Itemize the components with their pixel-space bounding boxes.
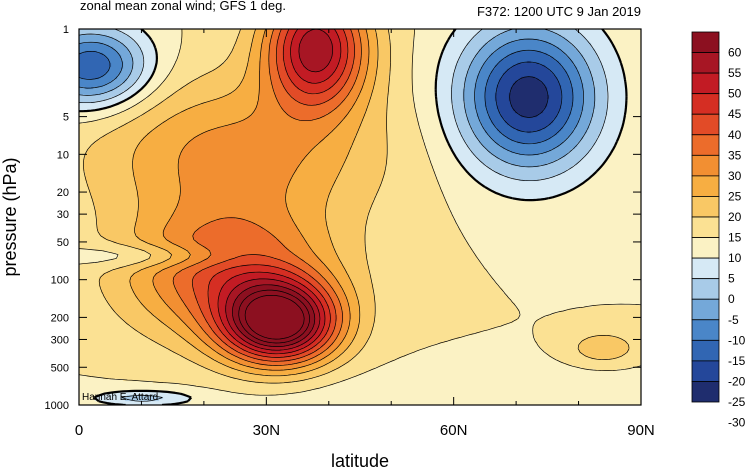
colorbar-label: -25 [728,395,746,409]
colorbar-label: -5 [728,313,739,327]
colorbar-box [691,134,720,156]
contour-neg10 [79,29,596,168]
colorbar-box [691,216,720,238]
contour-55 [238,289,310,344]
colorbar-label: 45 [728,107,742,121]
contour-45 [225,29,333,351]
y-axis-label: pressure (hPa) [0,157,20,276]
contour-neg15 [79,38,584,156]
colorbar-box [691,381,720,403]
colorbar-box [691,278,720,300]
colorbar-box [691,237,720,259]
author-credit: Hannah E. Attard [82,392,158,403]
colorbar-label: 5 [728,272,735,286]
contour-60 [244,294,305,340]
x-axis: 0 30N 60N 90N [75,29,655,439]
colorbar-box [691,72,720,95]
contour-20 [152,29,370,371]
contour-lines [79,29,641,405]
colorbar-label: 0 [728,292,735,306]
wind-shading [79,29,641,405]
x-tick-label: 90N [627,422,655,439]
chart-title-left: zonal mean zonal wind; GFS 1 deg. [80,0,286,13]
colorbar-box [691,93,720,115]
colorbar-label: -15 [728,354,746,368]
y-tick-label: 20 [57,187,69,199]
contour-25 [172,29,362,366]
y-tick-label: 10 [57,149,69,161]
y-tick-label: 500 [51,362,69,374]
chart-title-right: F372: 1200 UTC 9 Jan 2019 [477,4,641,19]
colorbar-box [691,175,720,197]
colorbar-box [691,113,720,136]
contour-35 [207,29,349,358]
contour-0 [79,29,628,405]
colorbar-label: -20 [728,374,746,388]
contour-15 [129,29,379,377]
contour-50 [232,284,316,347]
colorbar-label: 25 [728,189,742,203]
colorbar-box [691,196,720,218]
colorbar-label: -10 [728,333,746,347]
contour-neg20 [79,49,574,145]
y-tick-label: 100 [51,275,69,287]
colorbar-box [691,298,720,321]
x-tick-label: 60N [440,422,468,439]
colorbar-label: 35 [728,148,742,162]
colorbar-label: 55 [728,66,742,80]
colorbar-label: 10 [728,251,742,265]
contour-30 [191,29,355,362]
colorbar-box [691,52,720,74]
x-tick-label: 30N [253,422,281,439]
colorbar-label: 60 [728,46,742,60]
colorbar-box [691,339,720,362]
x-tick-label: 0 [75,422,83,439]
contour-neg25 [495,61,563,133]
contour-neg30 [509,76,549,118]
y-tick-label: 300 [51,334,69,346]
y-tick-label: 200 [51,312,69,324]
y-tick-label: 5 [63,112,69,124]
y-axis: 1 5 10 20 30 50 100 200 300 500 1000 [45,24,641,412]
colorbar-box [691,360,720,382]
y-tick-label: 30 [57,209,69,221]
colorbar: 605550454035302520151050-5-10-15-20-25-3… [691,31,746,430]
colorbar-box [691,319,720,341]
y-tick-label: 50 [57,237,69,249]
colorbar-box [691,257,720,280]
colorbar-label: 20 [728,210,742,224]
colorbar-label: 40 [728,128,742,142]
y-tick-label: 1 [63,24,69,36]
colorbar-label: 15 [728,231,742,245]
plot-frame [78,28,642,406]
contour-40 [217,29,342,355]
colorbar-label: 30 [728,169,742,183]
contour-field [79,29,641,405]
colorbar-label: -30 [728,416,746,430]
contour-10 [83,29,630,384]
colorbar-box [691,154,720,177]
y-tick-label: 1000 [45,400,69,412]
x-axis-label: latitude [331,451,389,471]
colorbar-label: 50 [728,87,742,101]
colorbar-box [691,31,720,53]
